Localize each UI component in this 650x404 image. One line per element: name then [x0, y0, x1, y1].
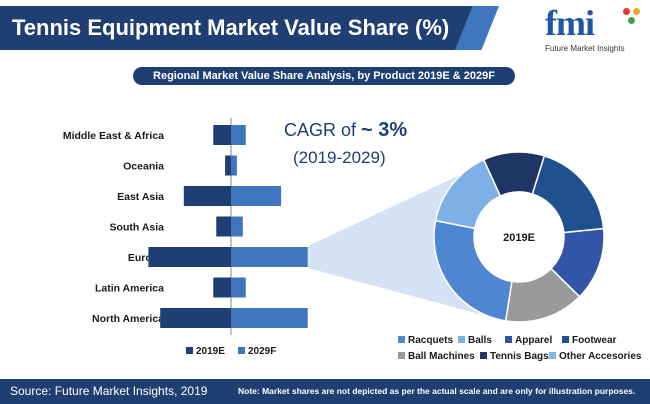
logo-dot-red — [623, 8, 630, 15]
title-bar — [0, 6, 490, 50]
logo-text: fmi — [545, 3, 595, 43]
footnote: Note: Market shares are not depicted as … — [238, 386, 636, 396]
legend-label-racquets: Racquets — [408, 335, 453, 346]
cagr-prefix: CAGR of — [284, 120, 357, 140]
bar-2029f-south-asia — [231, 216, 243, 237]
legend-swatch-apparel — [505, 336, 512, 343]
bar-2019e-europe — [148, 247, 231, 267]
category-label-middle-east-africa: Middle East & Africa — [63, 130, 164, 142]
bar-2019e-middle-east-africa — [213, 125, 231, 145]
bar-2019e-east-asia — [183, 186, 231, 206]
bar-2029f-east-asia — [231, 186, 282, 206]
category-label-latin-america: Latin America — [95, 283, 164, 295]
legend-label-other-accesories: Other Accesories — [559, 351, 642, 362]
legend-label-footwear: Footwear — [572, 335, 617, 346]
legend-swatch-2029f — [238, 347, 245, 354]
legend-label-2029f: 2029F — [248, 346, 276, 357]
category-label-south-asia: South Asia — [110, 222, 165, 234]
chart-subtitle: Regional Market Value Share Analysis, by… — [133, 67, 515, 85]
legend-swatch-balls — [458, 336, 465, 343]
logo-tagline: Future Market Insights — [545, 44, 625, 53]
page-title: Tennis Equipment Market Value Share (%) — [12, 15, 450, 40]
legend-swatch-ball-machines — [398, 352, 405, 359]
logo-dot-yellow — [633, 8, 640, 15]
bar-2029f-middle-east-africa — [231, 125, 246, 145]
category-label-north-america: North America — [92, 313, 164, 325]
bar-2019e-oceania — [225, 155, 231, 176]
legend-label-tennis-bags: Tennis Bags — [490, 351, 549, 362]
legend-swatch-other-accesories — [549, 352, 556, 359]
cagr-value: ~ 3% — [361, 119, 408, 141]
legend-label-2019e: 2019E — [196, 346, 225, 357]
cagr-label: CAGR of ~ 3% — [284, 119, 407, 142]
bar-2029f-europe — [231, 247, 308, 267]
slice-racquets — [433, 219, 513, 322]
cagr-period: (2019-2029) — [293, 148, 386, 167]
legend-label-balls: Balls — [468, 335, 492, 346]
legend-swatch-racquets — [398, 336, 405, 343]
bar-2029f-latin-america — [231, 277, 246, 298]
category-label-east-asia: East Asia — [117, 191, 164, 203]
logo: fmi Future Market Insights — [545, 2, 647, 56]
category-label-oceania: Oceania — [123, 161, 164, 173]
donut-center-label: 2019E — [503, 232, 535, 244]
bar-2019e-north-america — [160, 308, 231, 328]
legend-swatch-footwear — [562, 336, 569, 343]
donut-hole — [475, 193, 563, 281]
bar-2029f-oceania — [231, 155, 237, 176]
bar-2019e-latin-america — [213, 277, 231, 298]
legend-swatch-2019e — [186, 347, 193, 354]
bar-2019e-south-asia — [216, 216, 231, 237]
source-text: Source: Future Market Insights, 2019 — [10, 384, 208, 398]
legend-label-apparel: Apparel — [515, 335, 552, 346]
legend-label-ball-machines: Ball Machines — [408, 351, 475, 362]
footer-bar — [0, 379, 650, 404]
bar-2029f-north-america — [231, 308, 308, 328]
slice-ball-machines — [504, 267, 581, 323]
logo-dot-green — [628, 17, 635, 24]
legend-swatch-tennis-bags — [480, 352, 487, 359]
